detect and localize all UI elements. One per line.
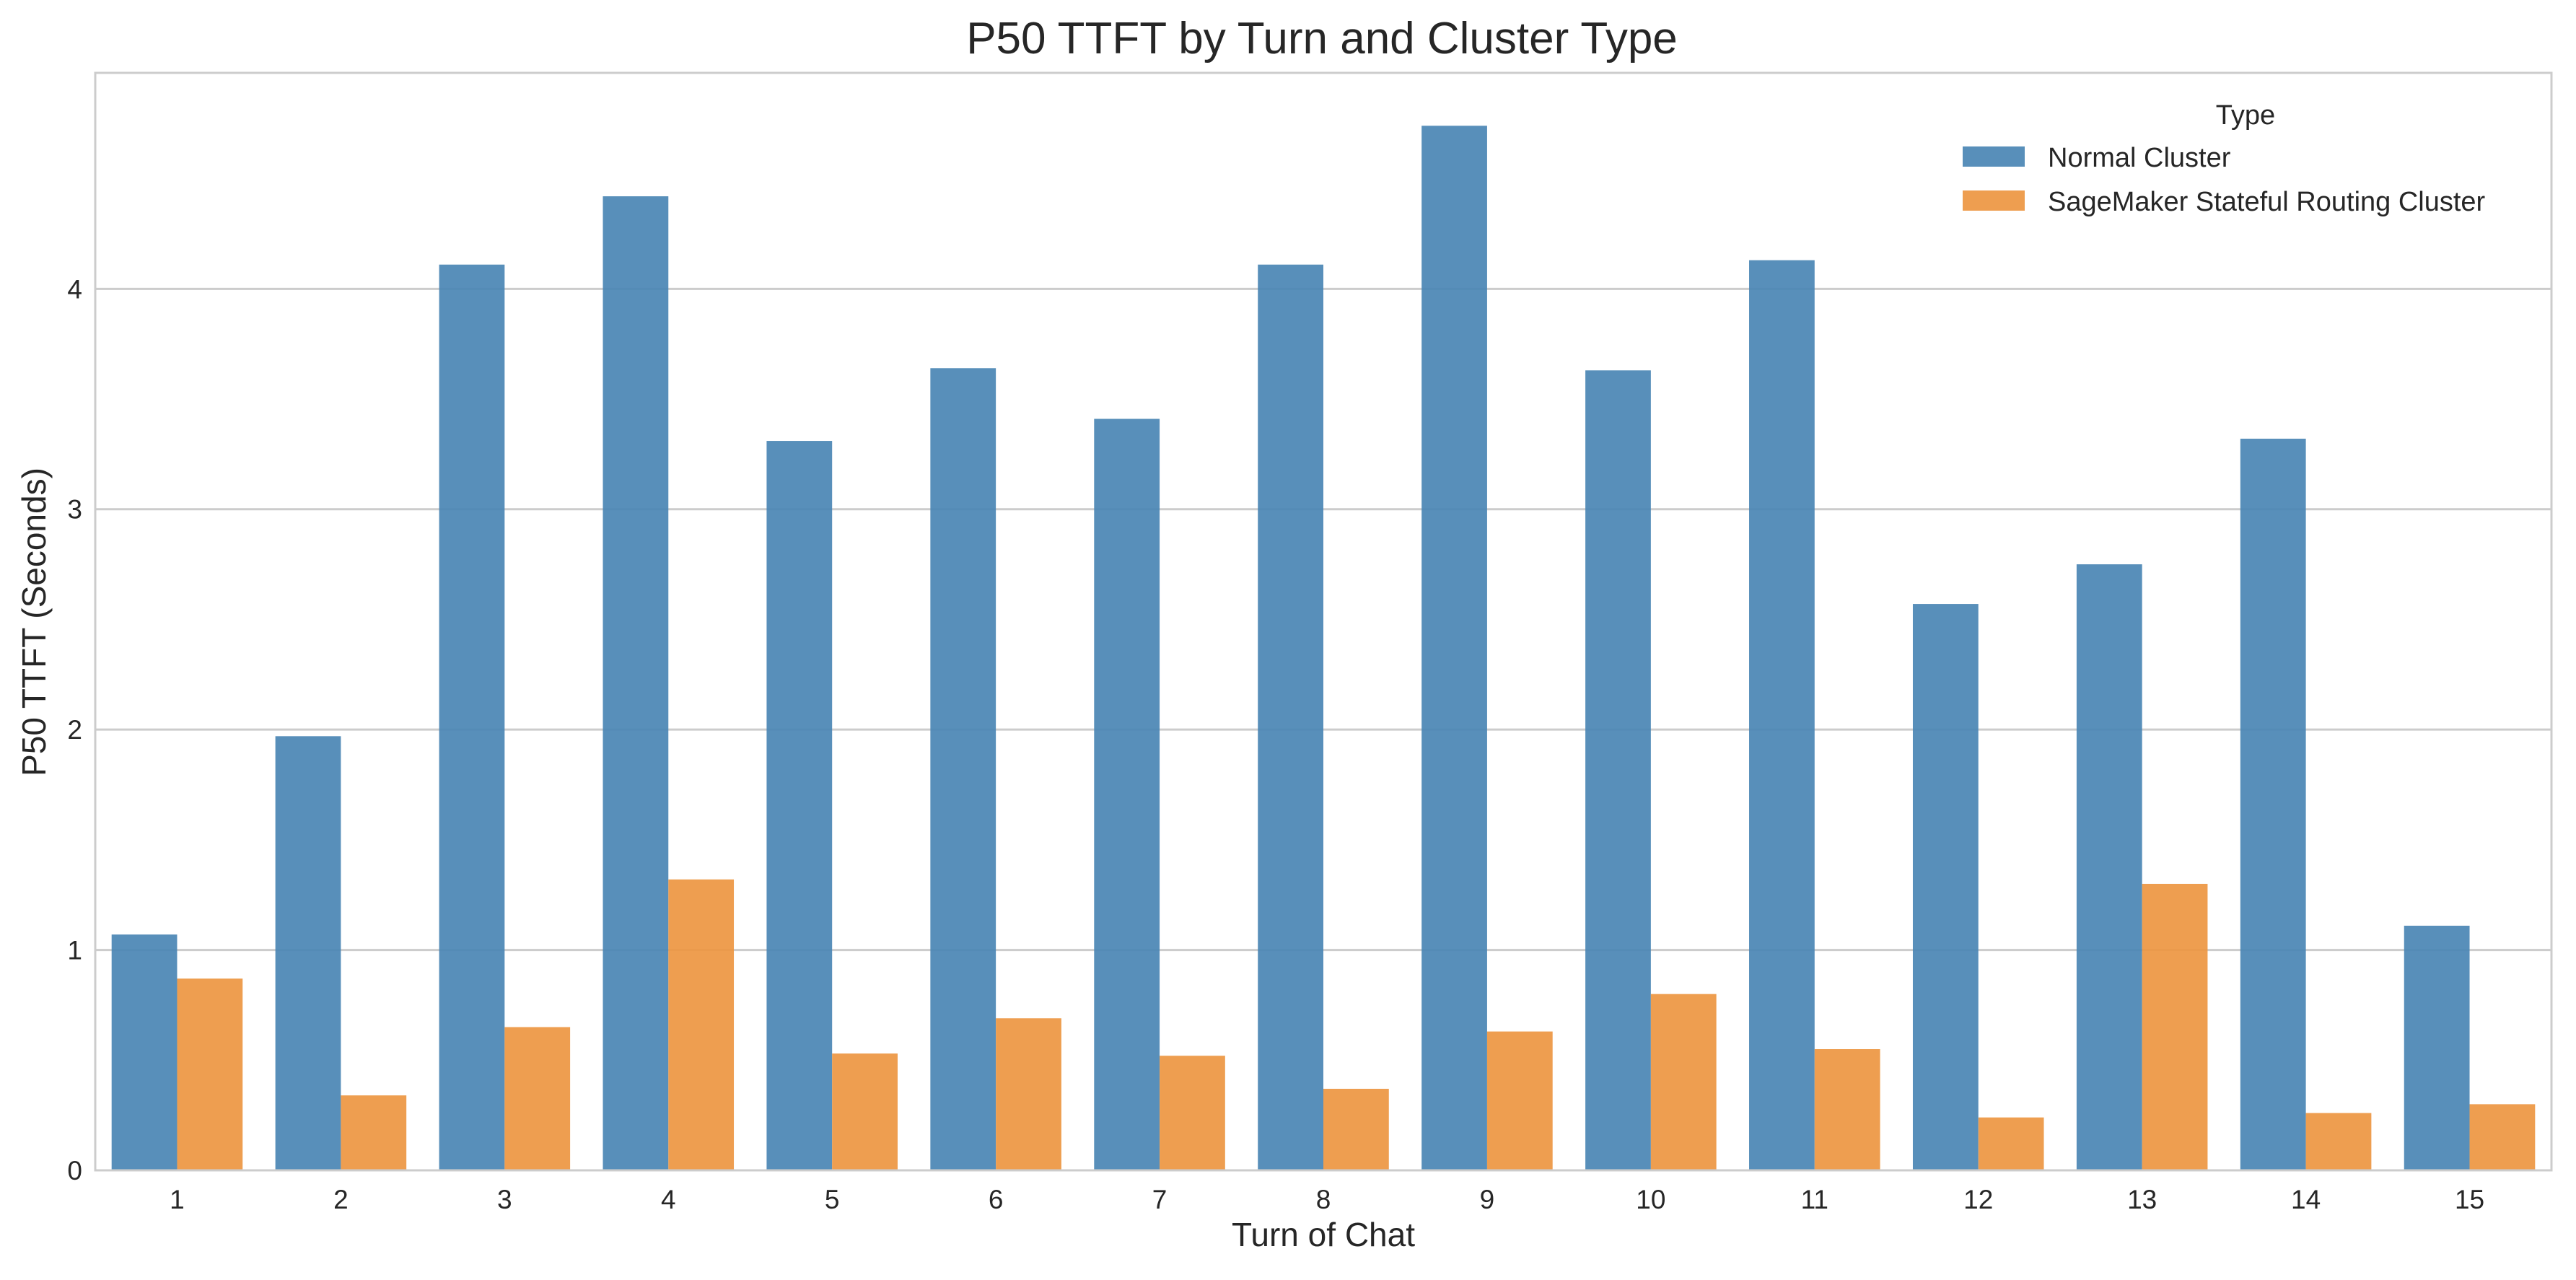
bar-normal-cluster-turn-9 [1421,126,1487,1170]
x-tick-label: 3 [497,1185,512,1214]
bar-sagemaker-stateful-routing-cluster-turn-2 [341,1095,407,1170]
y-tick-label: 2 [67,715,82,745]
y-tick-label: 3 [67,495,82,525]
legend-title: Type [2216,100,2275,131]
bar-sagemaker-stateful-routing-cluster-turn-8 [1323,1088,1389,1170]
x-tick-label: 14 [2291,1185,2321,1214]
bar-sagemaker-stateful-routing-cluster-turn-4 [668,879,735,1170]
x-tick-label: 1 [170,1185,185,1214]
bar-sagemaker-stateful-routing-cluster-turn-12 [1978,1117,2044,1170]
legend-swatch-sagemaker-stateful-routing-cluster [1963,190,2025,211]
chart-title: P50 TTFT by Turn and Cluster Type [966,14,1678,63]
legend-swatch-normal-cluster [1963,146,2025,167]
bar-normal-cluster-turn-13 [2076,564,2142,1170]
bar-sagemaker-stateful-routing-cluster-turn-14 [2305,1113,2372,1170]
bar-normal-cluster-turn-12 [1912,604,1979,1170]
bar-sagemaker-stateful-routing-cluster-turn-11 [1814,1049,1880,1170]
bar-normal-cluster-turn-4 [603,196,669,1170]
bar-sagemaker-stateful-routing-cluster-turn-3 [504,1027,571,1170]
x-tick-label: 9 [1480,1185,1495,1214]
x-tick-label: 7 [1152,1185,1167,1214]
bar-sagemaker-stateful-routing-cluster-turn-5 [832,1053,898,1170]
y-axis-label: P50 TTFT (Seconds) [15,468,53,776]
bar-normal-cluster-turn-15 [2404,925,2470,1170]
bar-sagemaker-stateful-routing-cluster-turn-15 [2469,1104,2536,1170]
y-tick-label: 0 [67,1156,82,1185]
x-axis-label: Turn of Chat [1232,1216,1415,1253]
bar-normal-cluster-turn-1 [111,934,178,1170]
x-tick-label: 11 [1801,1185,1828,1214]
bar-normal-cluster-turn-5 [766,441,833,1170]
legend-label-sagemaker-stateful-routing-cluster: SageMaker Stateful Routing Cluster [2048,187,2486,217]
bar-sagemaker-stateful-routing-cluster-turn-1 [177,978,243,1170]
y-tick-labels: 0 1 2 3 4 [67,274,82,1185]
bar-sagemaker-stateful-routing-cluster-turn-7 [1160,1056,1225,1170]
bar-sagemaker-stateful-routing-cluster-turn-10 [1650,994,1717,1170]
bar-normal-cluster-turn-6 [930,368,996,1171]
x-tick-label: 5 [825,1185,840,1214]
bar-normal-cluster-turn-3 [439,264,505,1171]
bar-normal-cluster-turn-10 [1585,370,1651,1170]
x-tick-label: 13 [2127,1185,2157,1214]
y-tick-label: 1 [67,936,82,965]
x-tick-label: 8 [1316,1185,1331,1214]
bar-normal-cluster-turn-8 [1258,264,1323,1171]
legend: Type Normal Cluster SageMaker Stateful R… [1963,100,2486,217]
y-tick-label: 4 [67,274,82,304]
bar-sagemaker-stateful-routing-cluster-turn-6 [996,1018,1061,1170]
bars [111,126,2536,1171]
legend-label-normal-cluster: Normal Cluster [2048,143,2231,173]
x-tick-label: 10 [1636,1185,1665,1214]
x-tick-label: 4 [661,1185,676,1214]
x-tick-label: 2 [333,1185,349,1214]
x-tick-label: 12 [1963,1185,1993,1214]
plot-frame [94,71,2553,1172]
x-tick-labels: 1 2 3 4 5 6 7 8 9 10 11 12 13 14 15 [170,1185,2484,1214]
bar-sagemaker-stateful-routing-cluster-turn-9 [1486,1031,1553,1170]
bar-sagemaker-stateful-routing-cluster-turn-13 [2142,883,2208,1170]
bar-normal-cluster-turn-2 [275,736,341,1170]
bar-normal-cluster-turn-14 [2240,439,2306,1170]
bar-normal-cluster-turn-11 [1749,260,1815,1171]
bar-normal-cluster-turn-7 [1094,418,1160,1171]
x-tick-label: 15 [2455,1185,2484,1214]
x-tick-label: 6 [989,1185,1004,1214]
